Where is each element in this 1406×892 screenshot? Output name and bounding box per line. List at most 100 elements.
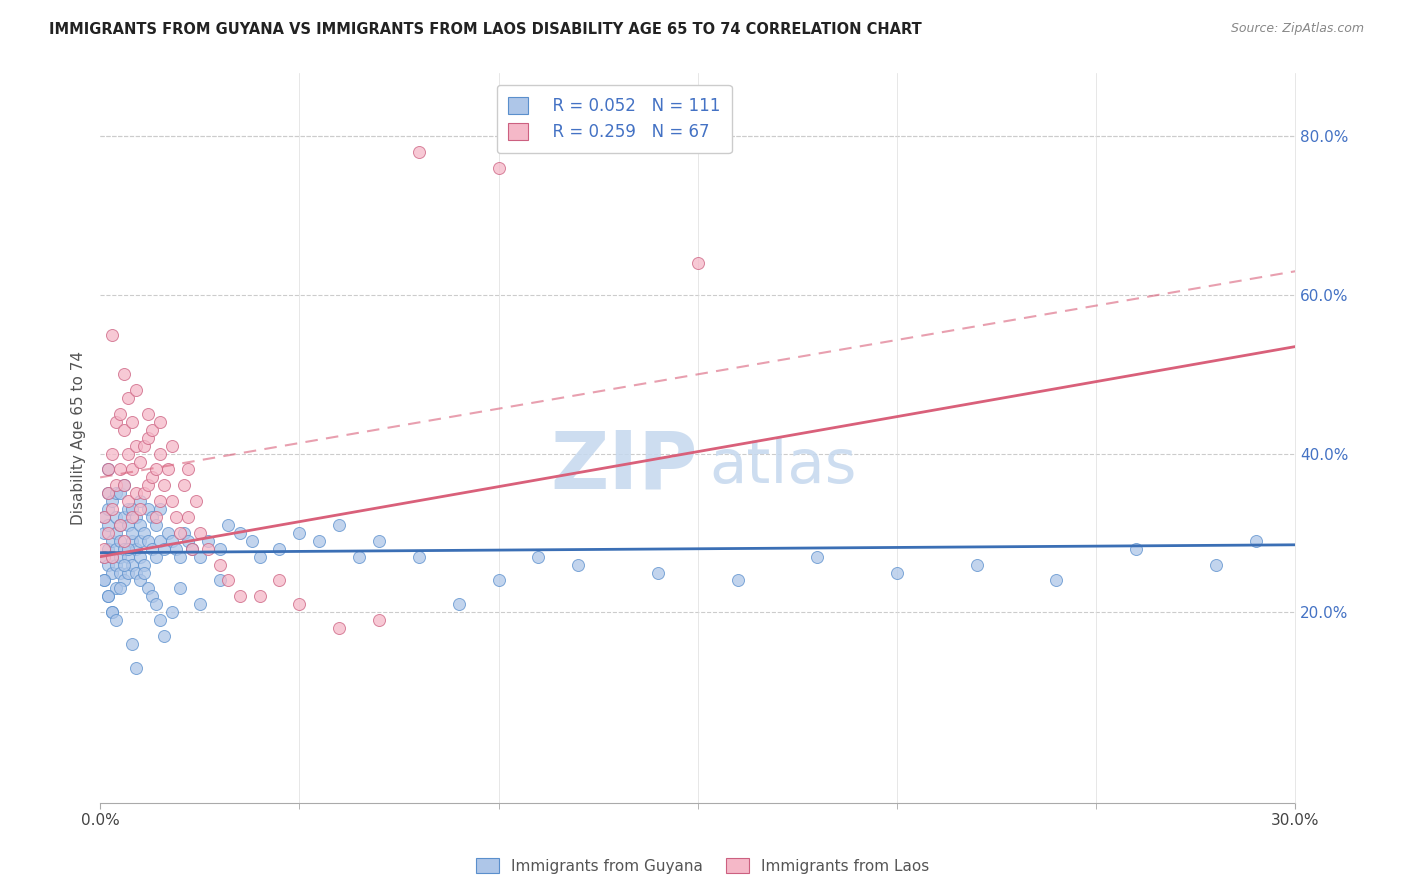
Point	[136, 407, 159, 421]
Point	[105, 525, 128, 540]
Point	[149, 415, 172, 429]
Text: Source: ZipAtlas.com: Source: ZipAtlas.com	[1230, 22, 1364, 36]
Point	[101, 502, 124, 516]
Point	[93, 510, 115, 524]
Point	[145, 549, 167, 564]
Point	[108, 518, 131, 533]
Point	[117, 518, 139, 533]
Point	[328, 621, 350, 635]
Legend: Immigrants from Guyana, Immigrants from Laos: Immigrants from Guyana, Immigrants from …	[470, 852, 936, 880]
Point	[129, 533, 152, 548]
Point	[177, 462, 200, 476]
Point	[121, 510, 143, 524]
Point	[112, 533, 135, 548]
Point	[1244, 533, 1267, 548]
Point	[368, 533, 391, 548]
Point	[101, 447, 124, 461]
Point	[156, 525, 179, 540]
Point	[101, 327, 124, 342]
Point	[136, 533, 159, 548]
Point	[169, 582, 191, 596]
Point	[567, 558, 589, 572]
Point	[105, 613, 128, 627]
Point	[125, 661, 148, 675]
Point	[121, 462, 143, 476]
Point	[447, 597, 470, 611]
Point	[105, 415, 128, 429]
Point	[160, 439, 183, 453]
Point	[328, 518, 350, 533]
Point	[1125, 541, 1147, 556]
Point	[105, 510, 128, 524]
Point	[228, 590, 250, 604]
Point	[129, 574, 152, 588]
Point	[125, 486, 148, 500]
Text: IMMIGRANTS FROM GUYANA VS IMMIGRANTS FROM LAOS DISABILITY AGE 65 TO 74 CORRELATI: IMMIGRANTS FROM GUYANA VS IMMIGRANTS FRO…	[49, 22, 922, 37]
Point	[101, 566, 124, 580]
Point	[121, 637, 143, 651]
Point	[188, 549, 211, 564]
Point	[647, 566, 669, 580]
Point	[105, 486, 128, 500]
Point	[136, 431, 159, 445]
Point	[117, 541, 139, 556]
Point	[97, 462, 120, 476]
Point	[112, 368, 135, 382]
Point	[173, 478, 195, 492]
Point	[145, 518, 167, 533]
Point	[269, 541, 291, 556]
Point	[101, 549, 124, 564]
Point	[184, 494, 207, 508]
Point	[180, 541, 202, 556]
Point	[141, 470, 163, 484]
Point	[177, 510, 200, 524]
Point	[132, 439, 155, 453]
Point	[488, 161, 510, 175]
Point	[97, 590, 120, 604]
Point	[527, 549, 550, 564]
Point	[121, 502, 143, 516]
Point	[97, 525, 120, 540]
Point	[97, 558, 120, 572]
Point	[141, 541, 163, 556]
Point	[121, 533, 143, 548]
Point	[686, 256, 709, 270]
Text: ZIP: ZIP	[551, 428, 697, 506]
Point	[125, 541, 148, 556]
Point	[121, 558, 143, 572]
Point	[97, 541, 120, 556]
Point	[117, 391, 139, 405]
Point	[112, 478, 135, 492]
Point	[101, 605, 124, 619]
Point	[108, 518, 131, 533]
Point	[249, 590, 271, 604]
Point	[108, 566, 131, 580]
Point	[132, 566, 155, 580]
Point	[125, 566, 148, 580]
Point	[141, 590, 163, 604]
Point	[105, 558, 128, 572]
Point	[153, 629, 176, 643]
Point	[160, 533, 183, 548]
Y-axis label: Disability Age 65 to 74: Disability Age 65 to 74	[72, 351, 86, 524]
Point	[132, 486, 155, 500]
Point	[197, 533, 219, 548]
Point	[108, 582, 131, 596]
Point	[145, 510, 167, 524]
Point	[93, 549, 115, 564]
Point	[112, 574, 135, 588]
Point	[108, 549, 131, 564]
Point	[408, 145, 430, 160]
Point	[129, 454, 152, 468]
Point	[153, 541, 176, 556]
Point	[408, 549, 430, 564]
Point	[125, 383, 148, 397]
Point	[188, 525, 211, 540]
Point	[208, 558, 231, 572]
Point	[93, 525, 115, 540]
Point	[240, 533, 263, 548]
Point	[308, 533, 330, 548]
Point	[97, 486, 120, 500]
Point	[117, 549, 139, 564]
Point	[249, 549, 271, 564]
